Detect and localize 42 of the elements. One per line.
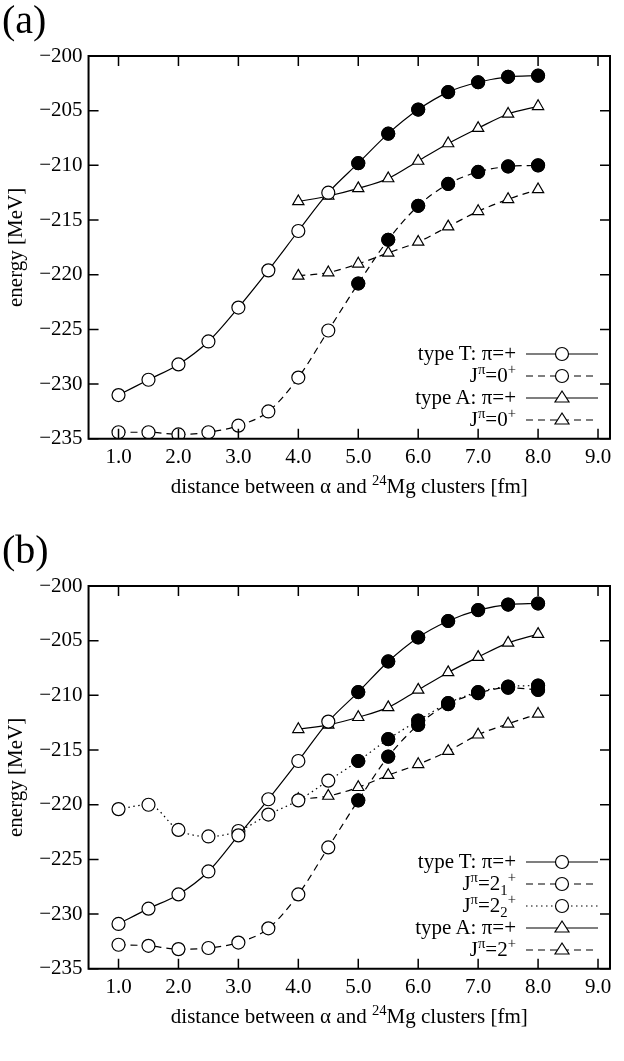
x-tick-label: 1.0 <box>105 443 132 468</box>
x-tick-label: 2.0 <box>165 973 192 998</box>
x-tick-label: 7.0 <box>465 973 492 998</box>
x-tick-label: 8.0 <box>524 443 552 468</box>
x-tick-label: 4.0 <box>285 443 312 468</box>
x-tick-label: 9.0 <box>584 443 612 468</box>
x-tick-label: 3.0 <box>225 973 252 998</box>
legend-label: J$^{π}$=2$^{+}$ <box>469 935 516 963</box>
y-axis-title: energy [MeV] <box>3 717 28 837</box>
y-tick-label: −225 <box>39 845 83 870</box>
y-tick-label: −200 <box>39 42 83 67</box>
x-tick-label: 4.0 <box>285 973 312 998</box>
x-tick-label: 2.0 <box>165 443 192 468</box>
x-tick-label: 1.0 <box>105 973 132 998</box>
y-tick-label: −205 <box>39 627 83 652</box>
y-tick-label: −235 <box>39 955 83 980</box>
y-tick-label: −205 <box>39 97 83 122</box>
y-tick-label: −200 <box>39 572 83 597</box>
y-axis-title: energy [MeV] <box>3 187 28 307</box>
x-axis-title: distance between α and $^{24}$Mg clusters [fm] <box>169 472 529 499</box>
y-tick-label: −230 <box>39 370 83 395</box>
chart-title: (b) <box>2 526 49 574</box>
y-tick-label: −210 <box>39 681 83 706</box>
x-tick-label: 9.0 <box>584 973 612 998</box>
x-tick-label: 7.0 <box>465 443 492 468</box>
legend-label: type T: π=+ <box>417 849 516 874</box>
y-tick-label: −210 <box>39 151 83 176</box>
chart-title: (a) <box>2 0 47 44</box>
x-tick-label: 5.0 <box>345 973 372 998</box>
x-tick-label: 5.0 <box>345 443 372 468</box>
y-tick-label: −215 <box>39 736 83 761</box>
x-tick-label: 8.0 <box>524 973 552 998</box>
y-tick-label: −235 <box>39 425 83 450</box>
y-tick-label: −220 <box>39 791 83 816</box>
x-tick-label: 6.0 <box>405 443 432 468</box>
y-tick-label: −215 <box>39 206 83 231</box>
x-axis-title: distance between α and $^{24}$Mg clusters [fm] <box>169 1002 529 1029</box>
x-tick-label: 3.0 <box>225 443 252 468</box>
y-tick-label: −225 <box>39 315 83 340</box>
y-tick-label: −230 <box>39 900 83 925</box>
x-tick-label: 6.0 <box>405 973 432 998</box>
y-tick-label: −220 <box>39 261 83 286</box>
